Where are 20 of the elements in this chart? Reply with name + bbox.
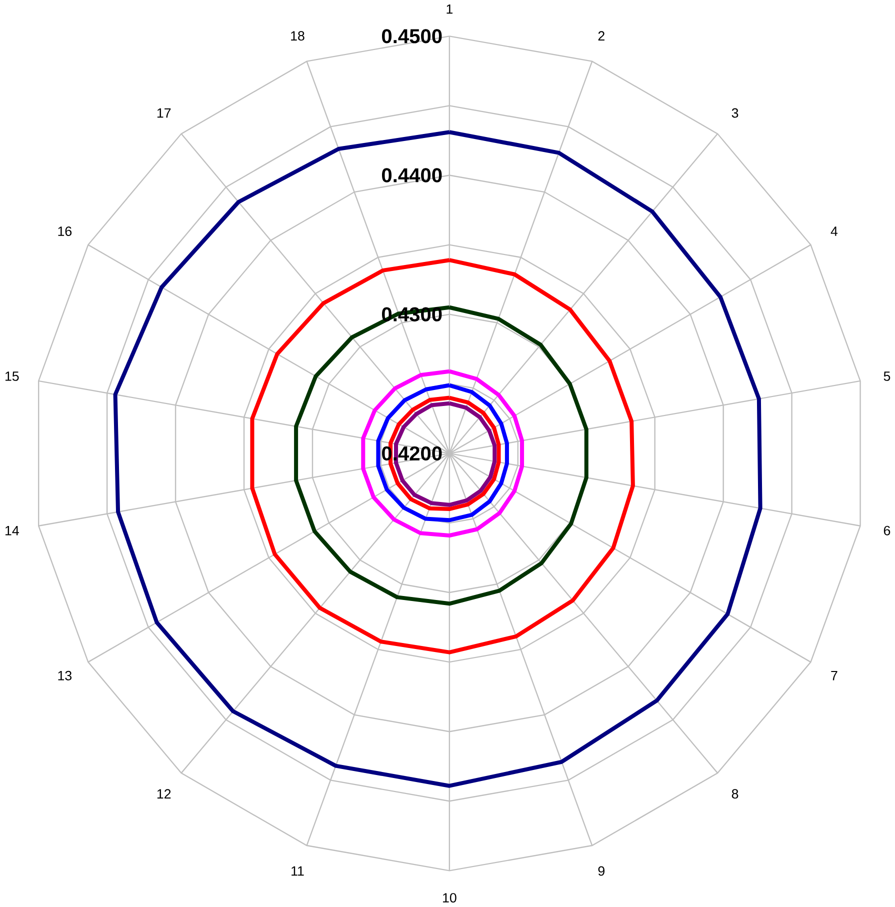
spoke-label: 18 [291, 31, 304, 41]
spoke-label: 3 [732, 108, 738, 118]
spoke-label: 13 [58, 670, 72, 680]
spoke-label: 1 [446, 4, 452, 14]
spoke-label: 15 [5, 372, 19, 381]
y-tick-label: 0.4500 [382, 29, 442, 44]
spoke-label: 11 [292, 866, 304, 876]
spoke-label: 14 [5, 526, 19, 536]
spoke-label: 9 [598, 866, 604, 876]
spoke-label: 5 [884, 372, 890, 381]
spoke-label: 17 [157, 108, 171, 118]
spoke-label: 6 [884, 526, 890, 536]
spoke-label: 12 [157, 789, 171, 799]
spoke-label: 16 [58, 226, 72, 236]
y-tick-label: 0.4400 [382, 168, 442, 182]
spoke-label: 8 [732, 789, 738, 799]
spoke-label: 7 [831, 671, 838, 680]
spoke-label: 4 [830, 226, 838, 236]
spoke-label: 10 [442, 893, 456, 903]
spoke-label: 2 [598, 31, 604, 41]
